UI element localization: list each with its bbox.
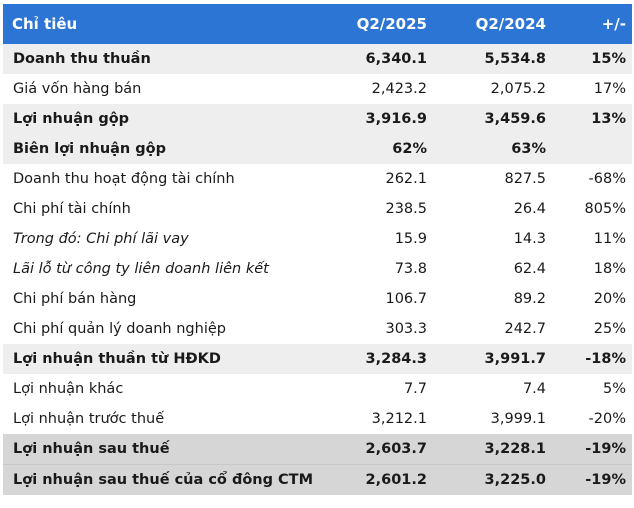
row-q2-2025: 303.3 [385,321,427,337]
row-q2-2024: 62.4 [513,261,546,277]
header-q2-2025: Q2/2025 [356,15,427,33]
table-row: Trong đó: Chi phí lãi vay 15.9 14.3 11% [3,224,632,254]
row-change: -18% [552,344,632,374]
row-q2-2025: 106.7 [385,291,427,307]
row-change: 805% [584,201,626,217]
row-q2-2024: 3,225.0 [433,464,552,495]
row-label: Lợi nhuận thuần từ HĐKD [3,344,333,374]
row-label: Giá vốn hàng bán [13,81,142,97]
row-label: Lợi nhuận khác [13,381,124,397]
row-label: Trong đó: Chi phí lãi vay [13,231,189,247]
row-q2-2024: 2,075.2 [490,81,546,97]
row-q2-2025: 3,284.3 [333,344,433,374]
table-row: Giá vốn hàng bán 2,423.2 2,075.2 17% [3,74,632,104]
row-change: -19% [552,464,632,495]
row-q2-2025: 15.9 [394,231,427,247]
row-change: 5% [602,381,626,397]
table-row: Chi phí tài chính 238.5 26.4 805% [3,194,632,224]
table-row: Chi phí quản lý doanh nghiệp 303.3 242.7… [3,314,632,344]
row-q2-2024: 63% [433,134,552,164]
income-statement-table: Chỉ tiêu Q2/2025 Q2/2024 +/- Doanh thu t… [3,4,632,495]
row-q2-2025: 2,423.2 [371,81,427,97]
row-q2-2024: 3,999.1 [490,411,546,427]
row-q2-2024: 3,228.1 [433,434,552,465]
row-q2-2025: 262.1 [385,171,427,187]
row-q2-2024: 14.3 [513,231,546,247]
row-q2-2025: 6,340.1 [333,44,433,74]
row-label: Chi phí bán hàng [13,291,137,307]
row-label: Biên lợi nhuận gộp [3,134,333,164]
table-row: Lợi nhuận trước thuế 3,212.1 3,999.1 -20… [3,404,632,434]
row-change: -19% [552,434,632,465]
table-row: Lợi nhuận gộp 3,916.9 3,459.6 13% [3,104,632,134]
row-q2-2024: 7.4 [522,381,546,397]
row-change: 25% [593,321,626,337]
row-label: Lợi nhuận sau thuế của cổ đông CTM [3,464,333,495]
header-indicator: Chỉ tiêu [12,15,78,33]
row-change: -68% [588,171,626,187]
table-row: Lợi nhuận thuần từ HĐKD 3,284.3 3,991.7 … [3,344,632,374]
row-q2-2024: 5,534.8 [433,44,552,74]
row-change: 11% [593,231,626,247]
table-row: Lợi nhuận khác 7.7 7.4 5% [3,374,632,404]
row-q2-2025: 3,212.1 [371,411,427,427]
row-q2-2025: 238.5 [385,201,427,217]
row-q2-2024: 3,459.6 [433,104,552,134]
table-header-row: Chỉ tiêu Q2/2025 Q2/2024 +/- [3,4,632,44]
row-q2-2025: 62% [333,134,433,164]
row-change: 17% [593,81,626,97]
row-label: Lợi nhuận trước thuế [13,411,165,427]
table-row: Biên lợi nhuận gộp 62% 63% [3,134,632,164]
table-row: Doanh thu thuần 6,340.1 5,534.8 15% [3,44,632,74]
row-label: Doanh thu thuần [3,44,333,74]
table-row: Doanh thu hoạt động tài chính 262.1 827.… [3,164,632,194]
row-q2-2025: 3,916.9 [333,104,433,134]
row-change: 20% [593,291,626,307]
row-label: Doanh thu hoạt động tài chính [13,171,235,187]
header-change: +/- [601,15,626,33]
row-change: -20% [588,411,626,427]
row-q2-2024: 89.2 [513,291,546,307]
row-q2-2025: 7.7 [403,381,427,397]
row-label: Lợi nhuận gộp [3,104,333,134]
table-row: Lãi lỗ từ công ty liên doanh liên kết 73… [3,254,632,284]
table-row: Lợi nhuận sau thuế 2,603.7 3,228.1 -19% [3,434,632,465]
table-row: Lợi nhuận sau thuế của cổ đông CTM 2,601… [3,464,632,495]
row-label: Lãi lỗ từ công ty liên doanh liên kết [13,261,269,277]
row-change: 15% [552,44,632,74]
row-change: 18% [593,261,626,277]
row-label: Chi phí tài chính [13,201,131,217]
row-q2-2024: 827.5 [504,171,546,187]
row-label: Lợi nhuận sau thuế [3,434,333,465]
row-label: Chi phí quản lý doanh nghiệp [13,321,226,337]
row-q2-2024: 242.7 [504,321,546,337]
row-q2-2024: 3,991.7 [433,344,552,374]
row-q2-2024: 26.4 [513,201,546,217]
row-q2-2025: 2,601.2 [333,464,433,495]
row-q2-2025: 2,603.7 [333,434,433,465]
row-q2-2025: 73.8 [394,261,427,277]
header-q2-2024: Q2/2024 [475,15,546,33]
row-change [552,134,632,164]
row-change: 13% [552,104,632,134]
table-row: Chi phí bán hàng 106.7 89.2 20% [3,284,632,314]
